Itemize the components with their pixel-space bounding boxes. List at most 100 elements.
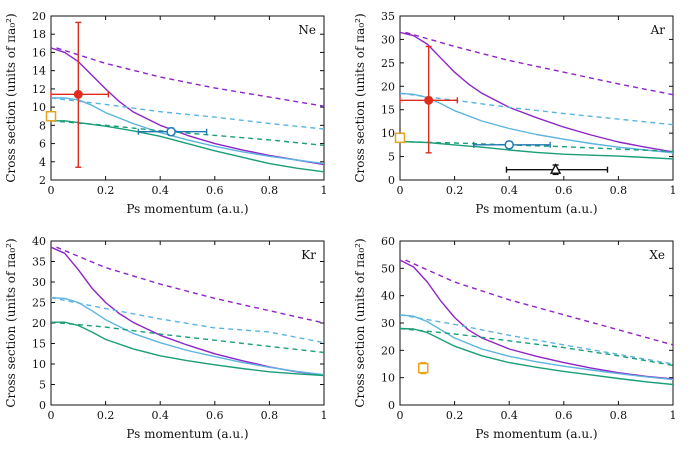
series-line	[400, 140, 673, 153]
marker-dot	[424, 95, 434, 105]
y-tick-label: 2	[39, 174, 46, 187]
y-tick-label: 12	[32, 83, 46, 96]
series-line	[51, 321, 324, 377]
x-tick-label: 0.4	[500, 184, 518, 197]
y-tick-label: 20	[32, 10, 46, 23]
y-tick-label: 16	[32, 46, 46, 59]
x-tick-label: 0.8	[610, 184, 628, 197]
y-tick-label: 14	[32, 65, 46, 78]
y-tick-label: 5	[388, 151, 395, 164]
x-tick-label: 0.2	[446, 409, 464, 422]
x-tick-label: 0.2	[446, 184, 464, 197]
y-tick-label: 0	[388, 174, 395, 187]
series-line	[400, 327, 673, 386]
x-axis-label: Ps momentum (a.u.)	[126, 427, 248, 441]
data-point	[394, 132, 406, 144]
series-line	[405, 259, 673, 346]
y-tick-label: 25	[32, 297, 46, 310]
series-line	[51, 120, 324, 173]
data-point	[417, 361, 429, 375]
x-axis-label: Ps momentum (a.u.)	[475, 202, 597, 216]
marker-circle	[166, 126, 176, 137]
x-tick-label: 0	[397, 409, 404, 422]
series-line	[56, 47, 324, 107]
data-point	[473, 140, 551, 150]
y-tick-label: 18	[32, 28, 46, 41]
x-tick-label: 0	[48, 409, 55, 422]
x-tick-label: 0	[48, 184, 55, 197]
y-tick-label: 35	[381, 10, 395, 23]
y-tick-label: 30	[32, 276, 46, 289]
x-tick-label: 0.2	[97, 409, 115, 422]
series-line	[400, 92, 673, 126]
y-axis-label: Cross section (units of πa₀²)	[353, 238, 367, 407]
series-line	[51, 296, 324, 344]
marker-dot	[73, 89, 83, 99]
y-tick-label: 15	[381, 104, 395, 117]
series-line	[400, 327, 673, 367]
series-line	[51, 321, 324, 354]
data-point	[45, 110, 57, 122]
panel-kr: Cross section (units of πa₀²) Ps momentu…	[4, 235, 328, 441]
panel-ar: Cross section (units of πa₀²) Ps momentu…	[353, 10, 677, 216]
marker-square	[394, 132, 406, 144]
y-tick-label: 40	[381, 290, 395, 303]
y-tick-label: 20	[381, 80, 395, 93]
marker-triangle	[549, 163, 562, 174]
panel-label: Kr	[301, 248, 316, 262]
series-line	[51, 97, 324, 130]
y-tick-label: 5	[39, 379, 46, 392]
x-tick-label: 1	[670, 409, 677, 422]
y-tick-label: 4	[39, 156, 46, 169]
series-line	[405, 31, 673, 96]
panel-ne: Cross section (units of πa₀²) Ps momentu…	[4, 10, 328, 216]
y-axis-label: Cross section (units of πa₀²)	[4, 13, 18, 182]
y-tick-label: 25	[381, 57, 395, 70]
y-tick-label: 10	[32, 358, 46, 371]
panel-xe: Cross section (units of πa₀²) Ps momentu…	[353, 235, 677, 441]
x-axis-label: Ps momentum (a.u.)	[126, 202, 248, 216]
x-tick-label: 0.8	[261, 184, 279, 197]
x-tick-label: 1	[321, 184, 328, 197]
y-tick-label: 30	[381, 317, 395, 330]
y-tick-label: 10	[32, 101, 46, 114]
y-tick-label: 8	[39, 119, 46, 132]
y-tick-label: 0	[388, 399, 395, 412]
series-line	[400, 314, 673, 381]
panel-label: Xe	[649, 248, 665, 262]
y-tick-label: 50	[381, 262, 395, 275]
x-tick-label: 1	[670, 184, 677, 197]
y-tick-label: 20	[32, 317, 46, 330]
series-line	[51, 47, 324, 166]
x-tick-label: 0.8	[261, 409, 279, 422]
y-tick-label: 20	[381, 344, 395, 357]
y-tick-label: 15	[32, 338, 46, 351]
x-tick-label: 0.4	[151, 409, 169, 422]
y-tick-label: 60	[381, 235, 395, 248]
y-tick-label: 10	[381, 127, 395, 140]
data-point	[505, 163, 609, 176]
x-tick-label: 0	[397, 184, 404, 197]
plot-frame	[50, 15, 325, 181]
series-line	[56, 246, 324, 324]
series-line	[51, 97, 324, 165]
x-tick-label: 0.6	[206, 409, 224, 422]
series-line	[51, 296, 324, 376]
panel-label: Ne	[298, 23, 316, 37]
x-tick-label: 0.4	[151, 184, 169, 197]
x-tick-label: 0.2	[97, 184, 115, 197]
marker-square	[417, 362, 429, 374]
data-point	[399, 45, 459, 154]
data-point	[137, 126, 208, 137]
y-tick-label: 0	[39, 399, 46, 412]
series-line	[400, 314, 673, 365]
x-tick-label: 1	[321, 409, 328, 422]
x-tick-label: 0.6	[206, 184, 224, 197]
x-tick-label: 0.8	[610, 409, 628, 422]
y-tick-label: 40	[32, 235, 46, 248]
plot-frame	[399, 15, 674, 181]
y-tick-label: 10	[381, 372, 395, 385]
marker-circle	[504, 140, 514, 150]
data-point	[50, 21, 110, 168]
